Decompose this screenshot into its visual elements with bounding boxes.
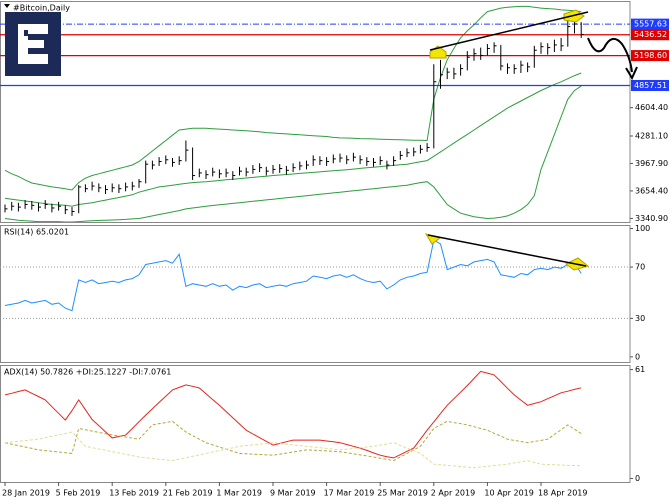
price-frame bbox=[0, 1, 631, 223]
rsi-frame bbox=[0, 225, 631, 363]
y-tick-label: 30 bbox=[635, 314, 645, 323]
panel-plot bbox=[0, 239, 630, 319]
series-line bbox=[4, 72, 582, 207]
level-label: 5436.52 bbox=[634, 30, 667, 39]
y-tick-label: 0 bbox=[635, 352, 640, 361]
level-label-box bbox=[631, 18, 669, 30]
plot-layer: 3340.90 3654.40 3967.90 4281.10 4604.40 5557.… bbox=[0, 4, 669, 498]
level-label-box bbox=[631, 79, 669, 91]
y-tick-label: 3654.40 bbox=[635, 186, 668, 195]
forecast-arrow bbox=[587, 37, 633, 73]
logo bbox=[5, 12, 61, 76]
annotations bbox=[424, 9, 638, 271]
panel-frames bbox=[0, 1, 631, 483]
x-tick-label: 2 Apr 2019 bbox=[431, 489, 475, 498]
x-tick-label: 18 Apr 2019 bbox=[538, 489, 587, 498]
x-tick-label: 17 Mar 2019 bbox=[324, 489, 375, 498]
y-tick-label: 3340.90 bbox=[635, 214, 668, 223]
y-tick-label: 0 bbox=[635, 474, 640, 483]
series-line bbox=[4, 370, 582, 459]
x-tick-label: 1 Mar 2019 bbox=[216, 489, 262, 498]
logo-mark bbox=[18, 24, 48, 64]
level-label: 4857.51 bbox=[634, 81, 667, 90]
level-label: 5557.63 bbox=[634, 20, 667, 29]
panel-plot bbox=[0, 5, 630, 222]
y-tick-label: 4604.40 bbox=[635, 103, 668, 112]
series-line bbox=[4, 85, 582, 222]
x-tick-label: 10 Apr 2019 bbox=[484, 489, 533, 498]
y-tick-label: 61 bbox=[635, 365, 645, 374]
panel-plot bbox=[4, 370, 582, 469]
panel-title: ADX(14) 50.7826 +DI:25.1227 -DI:7.0761 bbox=[4, 368, 171, 377]
x-tick-label: 5 Feb 2019 bbox=[56, 489, 101, 498]
level-label-box bbox=[631, 50, 669, 62]
series-line bbox=[4, 239, 582, 312]
panel-title: #Bitcoin,Daily bbox=[13, 4, 70, 13]
y-tick-label: 100 bbox=[635, 224, 650, 233]
x-tick-label: 25 Mar 2019 bbox=[377, 489, 428, 498]
y-tick-label: 4281.10 bbox=[635, 132, 668, 141]
trend-line bbox=[427, 234, 587, 267]
series-line bbox=[4, 420, 582, 462]
x-tick-label: 28 Jan 2019 bbox=[2, 489, 50, 498]
logo-notch bbox=[24, 30, 28, 36]
arrow-head bbox=[625, 66, 638, 81]
series-line bbox=[4, 5, 582, 191]
x-tick-label: 9 Mar 2019 bbox=[270, 489, 316, 498]
menu-triangle[interactable] bbox=[4, 4, 10, 8]
panel-title: RSI(14) 65.0201 bbox=[4, 228, 69, 237]
level-label: 5198.60 bbox=[634, 51, 667, 60]
y-tick-label: 3967.90 bbox=[635, 159, 668, 168]
level-label-box bbox=[631, 29, 669, 41]
x-tick-label: 13 Feb 2019 bbox=[109, 489, 159, 498]
adx-frame bbox=[0, 365, 631, 483]
y-tick-label: 70 bbox=[635, 263, 645, 272]
x-tick-label: 21 Feb 2019 bbox=[163, 489, 213, 498]
trend-line bbox=[429, 11, 589, 51]
series-line bbox=[4, 431, 582, 469]
